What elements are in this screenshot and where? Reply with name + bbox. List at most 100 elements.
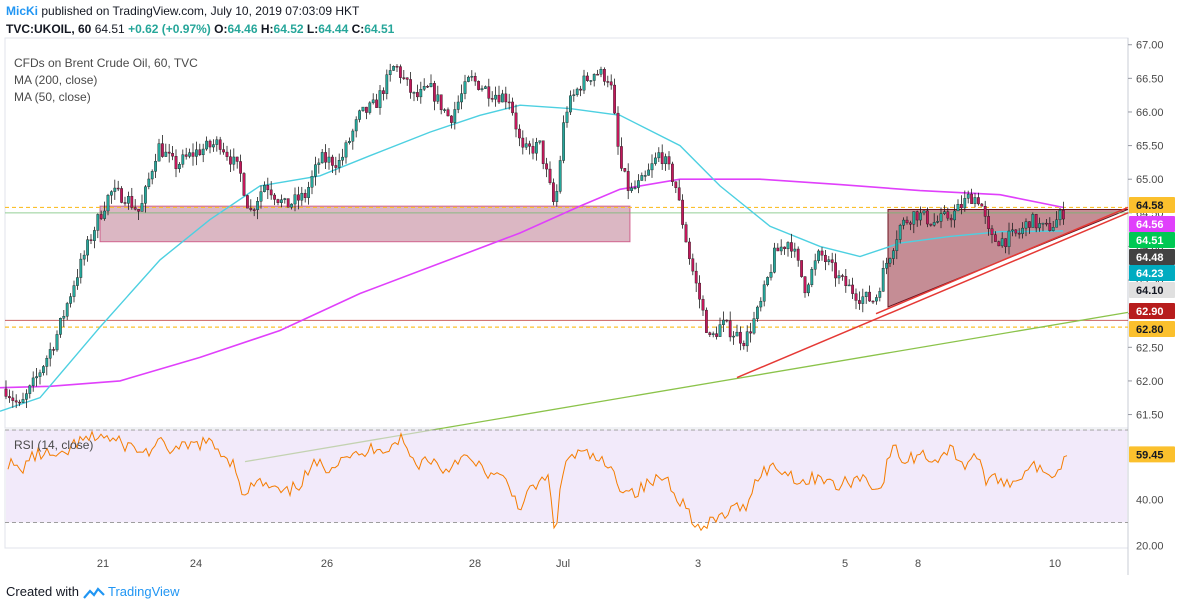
candle-body[interactable] — [1038, 223, 1042, 229]
candle-body[interactable] — [79, 258, 83, 278]
candle-body[interactable] — [582, 75, 586, 91]
candle-body[interactable] — [586, 75, 589, 81]
candle-body[interactable] — [1021, 227, 1025, 234]
candle-body[interactable] — [977, 197, 980, 205]
candle-body[interactable] — [286, 198, 290, 208]
candle-body[interactable] — [18, 401, 21, 404]
candle-body[interactable] — [538, 140, 542, 143]
candle-body[interactable] — [412, 92, 416, 94]
candle-body[interactable] — [514, 112, 518, 130]
candle-body[interactable] — [773, 247, 776, 273]
candle-body[interactable] — [623, 168, 627, 172]
candle-body[interactable] — [824, 254, 827, 263]
resistance-zone[interactable] — [99, 205, 631, 243]
candle-body[interactable] — [402, 77, 406, 79]
candle-body[interactable] — [701, 298, 705, 311]
candle-body[interactable] — [892, 250, 895, 259]
candle-body[interactable] — [698, 282, 702, 300]
candle-body[interactable] — [715, 333, 719, 337]
candle-body[interactable] — [1034, 214, 1038, 229]
candle-body[interactable] — [147, 178, 151, 187]
candle-body[interactable] — [803, 276, 807, 294]
candle-body[interactable] — [810, 269, 814, 286]
candle-body[interactable] — [341, 156, 344, 161]
candle-body[interactable] — [314, 164, 317, 177]
candle-body[interactable] — [344, 142, 348, 158]
candle-body[interactable] — [970, 193, 974, 204]
candle-body[interactable] — [504, 93, 508, 103]
candle-body[interactable] — [548, 168, 552, 183]
candle-body[interactable] — [558, 160, 562, 192]
candle-body[interactable] — [232, 156, 236, 165]
candle-body[interactable] — [705, 309, 708, 333]
candle-body[interactable] — [752, 318, 756, 334]
candle-body[interactable] — [589, 80, 593, 82]
candle-body[interactable] — [1044, 222, 1048, 225]
candle-body[interactable] — [844, 276, 848, 287]
candle-body[interactable] — [181, 154, 185, 165]
candle-body[interactable] — [973, 197, 977, 204]
candle-body[interactable] — [654, 157, 657, 164]
candle-body[interactable] — [1041, 222, 1045, 225]
candle-body[interactable] — [868, 291, 872, 302]
candle-body[interactable] — [191, 152, 195, 157]
candle-body[interactable] — [419, 88, 423, 98]
candle-body[interactable] — [276, 199, 280, 203]
candle-body[interactable] — [4, 388, 8, 397]
candle-body[interactable] — [171, 153, 174, 157]
candle-body[interactable] — [1031, 214, 1035, 228]
candle-body[interactable] — [511, 101, 514, 114]
candle-body[interactable] — [518, 128, 521, 139]
candle-body[interactable] — [433, 83, 436, 102]
author-name[interactable]: MicKi — [6, 4, 39, 18]
candle-body[interactable] — [320, 152, 324, 164]
candle-body[interactable] — [242, 173, 246, 196]
candle-body[interactable] — [473, 76, 477, 82]
candle-body[interactable] — [337, 160, 341, 168]
candle-body[interactable] — [711, 333, 715, 335]
candle-body[interactable] — [157, 143, 161, 162]
candle-body[interactable] — [11, 397, 15, 401]
candle-body[interactable] — [1055, 219, 1059, 228]
candle-body[interactable] — [184, 154, 188, 157]
candle-body[interactable] — [252, 209, 256, 211]
candle-body[interactable] — [749, 331, 753, 334]
candle-body[interactable] — [487, 86, 491, 99]
candle-body[interactable] — [830, 259, 834, 263]
candle-body[interactable] — [1061, 209, 1065, 220]
candle-body[interactable] — [300, 192, 304, 201]
candle-body[interactable] — [290, 203, 293, 208]
candle-body[interactable] — [739, 331, 742, 344]
candle-body[interactable] — [395, 66, 399, 68]
candle-body[interactable] — [626, 171, 630, 191]
candle-body[interactable] — [225, 151, 229, 157]
candle-body[interactable] — [796, 248, 800, 261]
candle-body[interactable] — [841, 275, 844, 277]
candle-body[interactable] — [922, 210, 926, 214]
candle-body[interactable] — [966, 193, 970, 199]
candle-body[interactable] — [365, 106, 368, 113]
candle-body[interactable] — [348, 141, 351, 143]
candle-body[interactable] — [38, 372, 42, 377]
candle-body[interactable] — [297, 194, 300, 201]
candle-body[interactable] — [946, 211, 950, 219]
candle-body[interactable] — [531, 146, 535, 154]
candle-body[interactable] — [871, 300, 875, 303]
candle-body[interactable] — [637, 180, 640, 188]
candle-body[interactable] — [222, 149, 225, 153]
candle-body[interactable] — [630, 187, 634, 191]
candle-body[interactable] — [524, 143, 528, 148]
candle-body[interactable] — [569, 95, 572, 113]
candle-body[interactable] — [834, 262, 838, 279]
candle-body[interactable] — [606, 81, 610, 83]
candle-body[interactable] — [106, 194, 110, 212]
candle-body[interactable] — [888, 258, 892, 264]
candle-body[interactable] — [667, 156, 671, 165]
candle-body[interactable] — [776, 247, 780, 252]
candle-body[interactable] — [456, 101, 460, 110]
candle-body[interactable] — [725, 319, 729, 322]
candle-body[interactable] — [48, 349, 52, 359]
candle-body[interactable] — [266, 185, 270, 191]
candle-body[interactable] — [963, 198, 967, 209]
candle-body[interactable] — [728, 320, 732, 338]
